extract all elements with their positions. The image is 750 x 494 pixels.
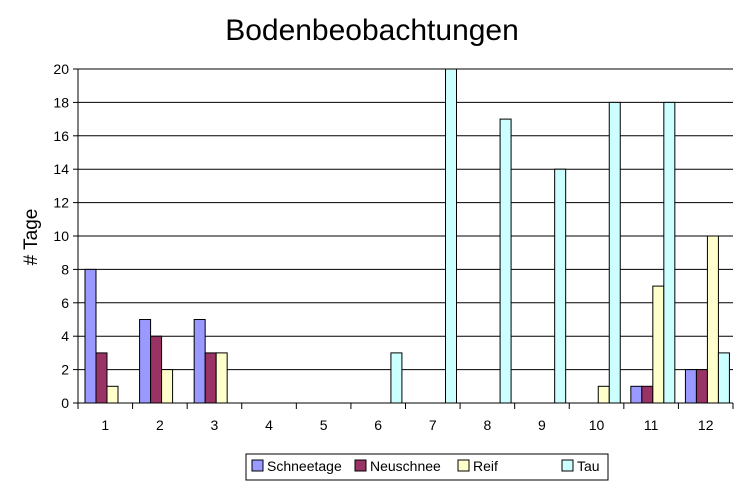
legend-swatch (251, 459, 264, 472)
y-tick-label: 16 (53, 128, 69, 144)
legend-swatch (561, 459, 574, 472)
bar (608, 101, 621, 404)
y-tick-label: 0 (61, 395, 69, 411)
legend: Schneetage Neuschnee Reif Tau (245, 453, 609, 481)
x-tick-label: 7 (429, 417, 437, 433)
bar (663, 101, 676, 404)
y-tick-label: 6 (61, 295, 69, 311)
y-tick-label: 12 (53, 195, 69, 211)
bar (150, 335, 163, 404)
bar (684, 369, 697, 404)
bar (204, 352, 217, 404)
y-tick-label: 10 (53, 228, 69, 244)
bar (652, 285, 665, 404)
legend-swatch (354, 459, 367, 472)
x-tick-label: 8 (483, 417, 491, 433)
chart-title: Bodenbeobachtungen (225, 14, 519, 47)
bar (717, 352, 730, 404)
y-tick-label: 8 (61, 261, 69, 277)
x-tick-labels: 1 2 3 4 5 6 7 8 9 10 11 12 (101, 417, 713, 433)
legend-box (245, 453, 609, 481)
y-tick-labels: 0 2 4 6 8 10 12 14 16 18 20 (53, 61, 69, 411)
x-tick-label: 9 (538, 417, 546, 433)
bar (695, 369, 708, 404)
legend-label: Reif (473, 458, 498, 474)
bar (161, 369, 174, 404)
legend-label: Tau (577, 458, 600, 474)
bar (630, 385, 643, 404)
y-tick-label: 20 (53, 61, 69, 77)
grid (78, 68, 733, 371)
legend-label: Schneetage (267, 458, 342, 474)
x-tick-label: 6 (374, 417, 382, 433)
y-axis-label: # Tage (21, 209, 42, 266)
y-tick-label: 2 (61, 362, 69, 378)
legend-label: Neuschnee (370, 458, 441, 474)
x-tick-label: 2 (156, 417, 164, 433)
x-tick-label: 4 (265, 417, 273, 433)
bar (84, 268, 97, 404)
bar (139, 319, 152, 404)
y-tick-label: 4 (61, 328, 69, 344)
y-tick-label: 14 (53, 161, 69, 177)
bar (706, 235, 719, 404)
bar (215, 352, 228, 404)
x-tick-label: 11 (644, 417, 659, 433)
bar (95, 352, 108, 404)
bar (106, 385, 119, 404)
bar (499, 118, 512, 404)
x-tick-label: 1 (101, 417, 109, 433)
bar (445, 68, 457, 404)
bar (597, 385, 610, 404)
bar (641, 385, 654, 404)
bar (554, 168, 567, 404)
y-tick-label: 18 (53, 94, 69, 110)
x-tick-label: 10 (589, 417, 605, 433)
bar (193, 319, 206, 404)
x-tick-label: 12 (698, 417, 714, 433)
bars (84, 68, 730, 404)
axes (73, 68, 734, 409)
legend-swatch (457, 459, 470, 472)
bar (390, 352, 403, 404)
x-tick-label: 5 (320, 417, 328, 433)
x-tick-label: 3 (211, 417, 219, 433)
